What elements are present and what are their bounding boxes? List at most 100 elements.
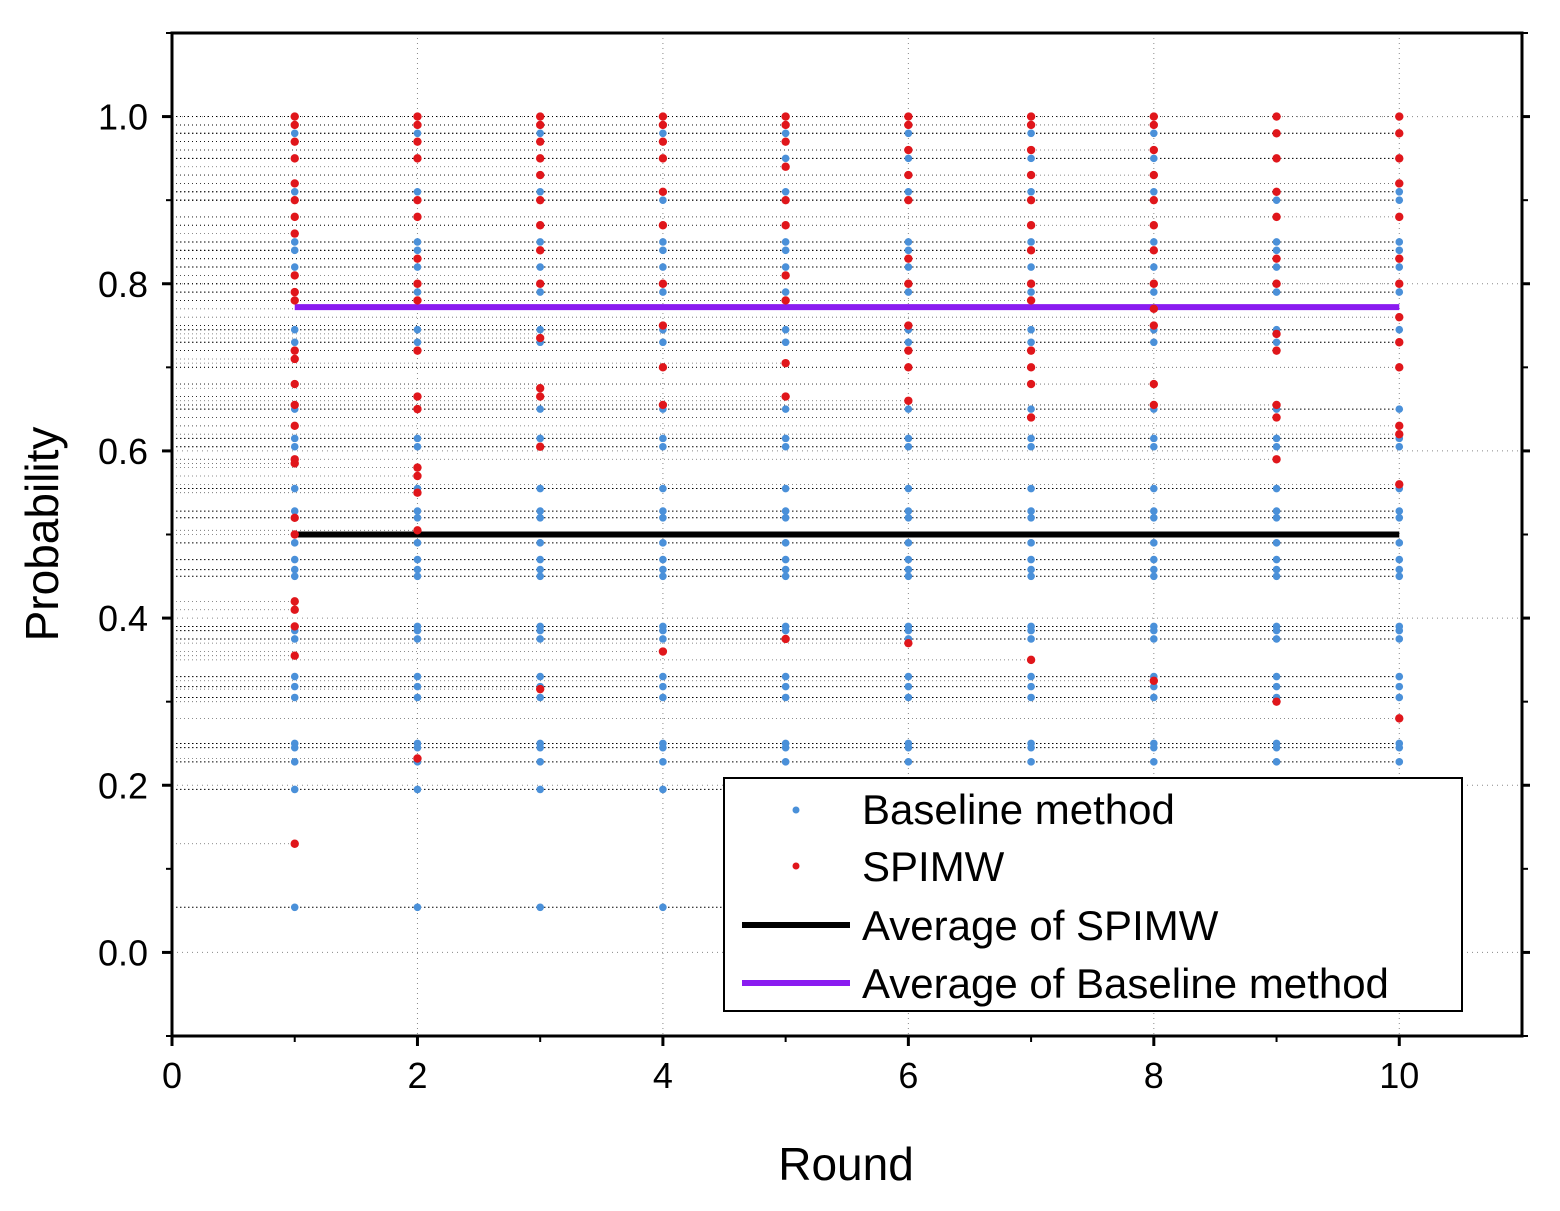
spimw-point: [1026, 246, 1036, 255]
baseline-point: [781, 325, 790, 334]
baseline-point: [413, 188, 422, 196]
baseline-point: [1150, 513, 1158, 522]
baseline-point: [659, 758, 667, 766]
baseline-point: [1272, 442, 1281, 451]
spimw-point: [290, 296, 299, 305]
spimw-point: [1395, 212, 1404, 222]
spimw-point: [290, 271, 299, 280]
baseline-point: [1150, 555, 1158, 564]
baseline-point: [536, 405, 544, 413]
baseline-point: [1150, 565, 1158, 574]
baseline-point: [1395, 635, 1404, 643]
baseline-point: [659, 338, 667, 347]
baseline-point: [1027, 154, 1035, 163]
baseline-point: [659, 555, 667, 564]
baseline-point: [1027, 555, 1035, 564]
baseline-point: [1272, 758, 1281, 766]
baseline-point: [413, 565, 422, 574]
baseline-point: [781, 672, 790, 681]
spimw-point: [413, 137, 422, 146]
spimw-point: [413, 488, 422, 497]
baseline-point: [1395, 442, 1404, 451]
baseline-point: [781, 129, 790, 138]
spimw-point: [904, 321, 913, 330]
baseline-point: [904, 434, 913, 443]
baseline-point: [1027, 672, 1035, 681]
baseline-point: [536, 484, 544, 493]
baseline-point: [659, 246, 667, 255]
spimw-point: [413, 346, 422, 355]
baseline-point: [904, 758, 913, 766]
spimw-point: [1149, 246, 1159, 255]
baseline-point: [659, 263, 667, 271]
baseline-point: [659, 539, 667, 547]
baseline-point: [290, 555, 299, 564]
spimw-point: [290, 379, 299, 389]
baseline-point: [1027, 484, 1035, 493]
baseline-point: [290, 188, 299, 196]
spimw-point: [658, 647, 668, 656]
spimw-point: [535, 170, 545, 180]
baseline-point: [781, 565, 790, 574]
spimw-point: [1149, 120, 1159, 130]
baseline-point: [1027, 405, 1035, 413]
spimw-point: [658, 363, 668, 372]
baseline-point: [781, 622, 790, 631]
spimw-point: [658, 154, 668, 163]
spimw-point: [1395, 179, 1404, 188]
baseline-point: [1150, 442, 1158, 451]
baseline-point: [1027, 263, 1035, 271]
spimw-point: [1149, 379, 1159, 389]
baseline-point: [781, 154, 790, 163]
baseline-point: [536, 129, 544, 138]
y-tick-label: 0.6: [98, 431, 148, 472]
spimw-point: [904, 638, 913, 648]
baseline-point: [1027, 572, 1035, 581]
baseline-point: [1395, 555, 1404, 564]
legend: Baseline method SPIMW Average of SPIMW A…: [723, 777, 1463, 1012]
baseline-point: [1027, 325, 1035, 334]
baseline-point: [413, 672, 422, 681]
baseline-point: [413, 507, 422, 515]
baseline-point: [1395, 739, 1404, 748]
baseline-point: [413, 572, 422, 581]
spimw-point: [413, 120, 422, 130]
spimw-point: [1149, 195, 1159, 205]
baseline-point: [1395, 246, 1404, 255]
baseline-point: [904, 238, 913, 246]
spimw-point: [1149, 321, 1159, 330]
spimw-point: [1395, 112, 1404, 121]
baseline-point: [536, 739, 544, 748]
baseline-point: [1395, 513, 1404, 522]
baseline-point: [1272, 484, 1281, 493]
spimw-point: [1395, 338, 1404, 347]
baseline-point: [536, 539, 544, 547]
baseline-point: [536, 693, 544, 702]
baseline-point: [659, 622, 667, 631]
spimw-point: [781, 392, 790, 401]
baseline-point: [904, 507, 913, 515]
spimw-point: [413, 754, 422, 763]
spimw-point: [781, 137, 790, 146]
baseline-point: [1272, 507, 1281, 515]
y-tick-label: 0.4: [98, 598, 148, 639]
spimw-point: [535, 384, 545, 393]
spimw-point: [1272, 413, 1281, 422]
baseline-point: [904, 739, 913, 748]
baseline-point: [290, 238, 299, 246]
legend-label-spimw: SPIMW: [862, 843, 1005, 890]
baseline-point: [536, 572, 544, 581]
baseline-point: [1272, 196, 1281, 204]
spimw-point: [1272, 455, 1281, 464]
baseline-point: [1027, 565, 1035, 574]
spimw-point: [904, 346, 913, 355]
baseline-point: [1150, 635, 1158, 643]
spimw-point: [1272, 697, 1281, 706]
baseline-point: [1395, 507, 1404, 515]
baseline-point: [1150, 129, 1158, 138]
spimw-point: [1272, 112, 1281, 121]
baseline-point: [659, 672, 667, 681]
baseline-point: [904, 513, 913, 522]
spimw-point: [1026, 120, 1036, 130]
baseline-point: [413, 903, 422, 912]
